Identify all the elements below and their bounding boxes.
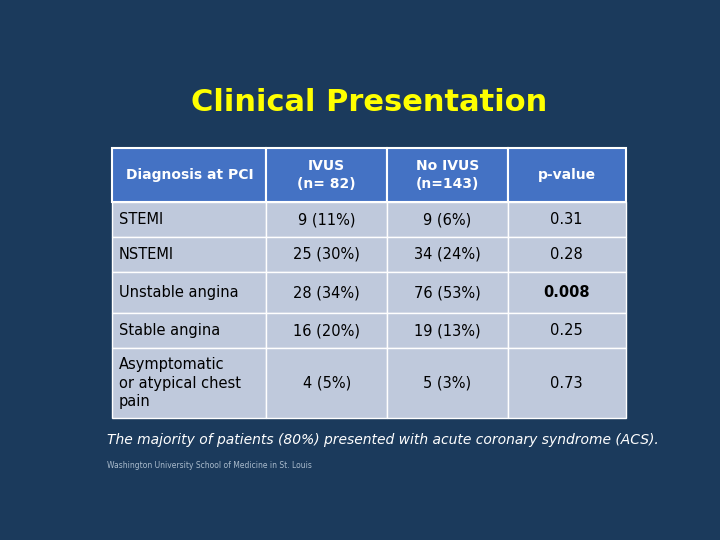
Text: 0.008: 0.008 — [544, 285, 590, 300]
Bar — [387, 202, 508, 237]
Bar — [508, 348, 626, 418]
Text: 19 (13%): 19 (13%) — [414, 323, 480, 338]
Text: Asymptomatic
or atypical chest
pain: Asymptomatic or atypical chest pain — [119, 357, 241, 409]
Bar — [266, 348, 387, 418]
Text: 4 (5%): 4 (5%) — [302, 376, 351, 391]
Text: STEMI: STEMI — [119, 212, 163, 227]
Text: NSTEMI: NSTEMI — [119, 247, 174, 262]
Bar — [266, 202, 387, 237]
Text: 25 (30%): 25 (30%) — [293, 247, 360, 262]
Text: 0.28: 0.28 — [550, 247, 583, 262]
Bar — [112, 237, 266, 272]
Text: 9 (11%): 9 (11%) — [298, 212, 356, 227]
Text: Diagnosis at PCI: Diagnosis at PCI — [125, 168, 253, 182]
Bar — [508, 202, 626, 237]
Bar — [508, 313, 626, 348]
Bar — [508, 148, 626, 202]
Text: 34 (24%): 34 (24%) — [414, 247, 481, 262]
Bar — [387, 313, 508, 348]
Bar — [508, 272, 626, 313]
Text: 5 (3%): 5 (3%) — [423, 376, 472, 391]
Bar — [387, 272, 508, 313]
Bar — [266, 237, 387, 272]
Text: The majority of patients (80%) presented with acute coronary syndrome (ACS).: The majority of patients (80%) presented… — [107, 433, 659, 447]
Bar — [112, 202, 266, 237]
Text: Washington University School of Medicine in St. Louis: Washington University School of Medicine… — [107, 461, 312, 470]
Bar — [112, 348, 266, 418]
Bar — [387, 148, 508, 202]
Text: 0.73: 0.73 — [550, 376, 583, 391]
Text: 0.25: 0.25 — [550, 323, 583, 338]
Text: IVUS
(n= 82): IVUS (n= 82) — [297, 159, 356, 191]
Bar — [112, 272, 266, 313]
Text: Clinical Presentation: Clinical Presentation — [191, 87, 547, 117]
Text: p-value: p-value — [538, 168, 595, 182]
Bar — [266, 272, 387, 313]
Bar — [266, 148, 387, 202]
Bar — [387, 237, 508, 272]
Bar — [112, 148, 266, 202]
Text: 28 (34%): 28 (34%) — [293, 285, 360, 300]
Text: 76 (53%): 76 (53%) — [414, 285, 481, 300]
Bar — [508, 237, 626, 272]
Bar — [112, 313, 266, 348]
Text: Unstable angina: Unstable angina — [119, 285, 238, 300]
Bar — [387, 348, 508, 418]
Text: 16 (20%): 16 (20%) — [293, 323, 360, 338]
Text: No IVUS
(n=143): No IVUS (n=143) — [415, 159, 479, 191]
Text: Stable angina: Stable angina — [119, 323, 220, 338]
Text: 0.31: 0.31 — [550, 212, 583, 227]
Text: 9 (6%): 9 (6%) — [423, 212, 472, 227]
Bar — [266, 313, 387, 348]
